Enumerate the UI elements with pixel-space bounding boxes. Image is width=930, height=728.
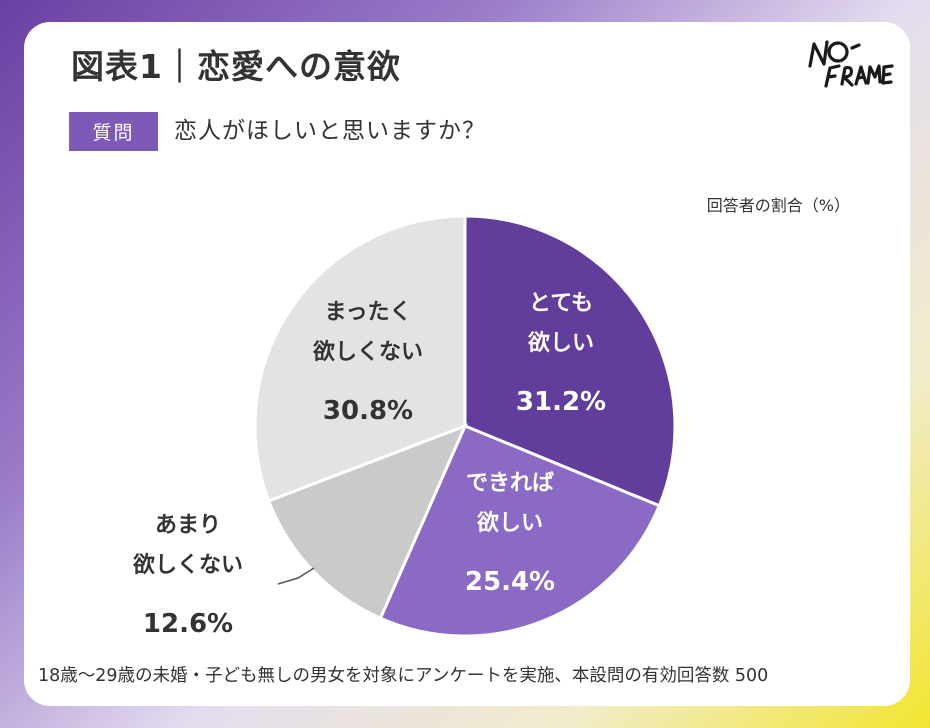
slice-value-2: 12.6% bbox=[143, 609, 233, 639]
chart-card: 図表1｜恋愛への意欲 質問 恋人がほしいと思いますか？ 回答者の割合（%） とて… bbox=[24, 22, 910, 706]
question-text: 恋人がほしいと思いますか？ bbox=[174, 118, 486, 144]
unit-label: 回答者の割合（%） bbox=[706, 196, 850, 215]
pie-chart: とても欲しい31.2%できれば欲しい25.4%あまり欲しくない12.6%まったく… bbox=[132, 214, 677, 639]
chart-title: 図表1｜恋愛への意欲 bbox=[71, 47, 401, 86]
slice-label-3-line-1: 欲しくない bbox=[312, 339, 423, 365]
pie-slice-2 bbox=[266, 423, 468, 621]
no-frame-logo bbox=[808, 40, 894, 88]
slice-label-3-line-0: まったく bbox=[324, 300, 411, 325]
slice-label-1-line-0: できれば bbox=[466, 471, 554, 496]
slice-label-0-line-1: 欲しい bbox=[527, 330, 594, 356]
slice-value-0: 31.2% bbox=[516, 387, 606, 417]
pie-slice-3 bbox=[253, 214, 467, 503]
question-badge: 質問 bbox=[69, 112, 158, 151]
leader-line bbox=[277, 567, 315, 585]
slice-label-0-line-0: とても bbox=[529, 291, 593, 316]
slice-label-2-line-1: 欲しくない bbox=[132, 552, 243, 578]
slice-label-2-line-0: あまり bbox=[155, 513, 221, 538]
slice-value-1: 25.4% bbox=[465, 567, 555, 597]
footnote: 18歳〜29歳の未婚・子ども無しの男女を対象にアンケートを実施、本設問の有効回答… bbox=[38, 666, 769, 686]
slice-value-3: 30.8% bbox=[323, 396, 413, 426]
slice-label-1-line-1: 欲しい bbox=[476, 510, 543, 536]
pie-slice-1 bbox=[378, 424, 662, 638]
pie-slice-0 bbox=[463, 214, 677, 508]
